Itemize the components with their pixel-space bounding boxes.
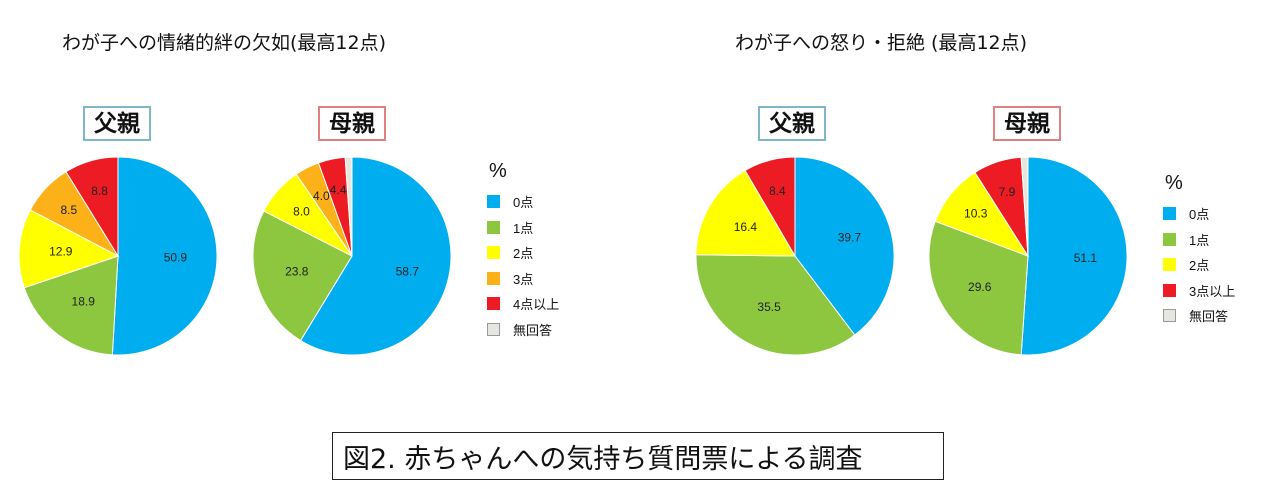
pie-data-label: 58.7 (396, 265, 420, 279)
figure-caption: 図2. 赤ちゃんへの気持ち質問票による調査 (332, 432, 944, 480)
pie-slice (1020, 156, 1029, 257)
pie-chart-mother-anger: 51.1 29.6 10.3 7.9 (928, 156, 1128, 356)
legend-anger: % 0点 1点 2点 3点以上無回答 (1163, 172, 1235, 329)
legend-label: 1点 (513, 220, 534, 236)
pie-slice (928, 220, 1029, 356)
pie-data-label: 39.7 (838, 231, 862, 245)
section-title-bond: わが子への情緒的絆の欠如(最高12点) (62, 32, 387, 54)
legend-item: 3点以上 (1163, 278, 1235, 304)
legend-label: 2点 (1189, 258, 1210, 274)
legend-item: 0点 (1163, 201, 1235, 227)
legend-label: 無回答 (1189, 309, 1229, 325)
legend-unit: % (489, 160, 507, 182)
legend-unit: % (1165, 172, 1183, 194)
legend-item: 2点 (487, 240, 559, 266)
legend-swatch (1163, 232, 1176, 246)
pie-slice (23, 255, 119, 356)
pie-slice (1020, 156, 1128, 356)
pie-data-label: 12.9 (49, 245, 73, 259)
pie-data-label: 10.3 (964, 207, 988, 221)
pie-slice (744, 156, 796, 258)
pie-slice (65, 156, 119, 258)
legend-swatch (487, 322, 500, 336)
legend-item: 1点 (1163, 227, 1235, 253)
legend-swatch (487, 195, 500, 209)
pie-slice (344, 156, 353, 257)
legend-label: 3点 (513, 271, 534, 287)
legend-swatch (1163, 309, 1176, 323)
pie-slice (794, 156, 895, 336)
pie-data-label: 4.0 (313, 189, 330, 203)
section-title-anger: わが子への怒り・拒絶 (最高12点) (735, 32, 1028, 54)
pie-slice (111, 156, 218, 356)
legend-item: 無回答 (487, 317, 559, 343)
legend-label: 無回答 (513, 322, 553, 338)
pie-data-label: 4.4 (330, 183, 347, 197)
legend-label: 0点 (513, 195, 534, 211)
pie-data-label: 8.0 (293, 205, 310, 219)
legend-label: 1点 (1189, 232, 1210, 248)
legend-item: 0点 (487, 189, 559, 215)
legend-swatch (1163, 207, 1176, 221)
pie-data-label: 51.1 (1074, 251, 1098, 265)
pie-slice (695, 254, 856, 356)
legend-item: 3点 (487, 266, 559, 292)
pie-slice (299, 156, 452, 356)
pie-label-father-bond: 父親 (83, 106, 151, 141)
pie-chart-father-anger: 39.7 35.5 16.4 8.4 (695, 156, 895, 356)
legend-label: 4点以上 (513, 297, 560, 313)
legend-item: 4点以上 (487, 291, 559, 317)
pie-data-label: 7.9 (999, 185, 1016, 199)
legend-label: 2点 (513, 246, 534, 262)
legend-swatch (487, 297, 500, 311)
legend-item: 1点 (487, 215, 559, 241)
legend-swatch (487, 220, 500, 234)
legend-swatch (487, 246, 500, 260)
legend-label: 0点 (1189, 207, 1210, 223)
pie-slice (695, 169, 796, 257)
pie-slice (18, 209, 120, 289)
pie-chart-father-bond: 50.9 18.9 12.9 8.5 8.8 (18, 156, 218, 356)
legend-item: 無回答 (1163, 303, 1235, 329)
legend-bond: % 0点 1点 2点 3点 4点以上無回答 (487, 160, 559, 342)
pie-data-label: 50.9 (164, 251, 188, 265)
pie-data-label: 8.8 (91, 184, 108, 198)
legend-swatch (487, 271, 500, 285)
pie-label-father-anger: 父親 (758, 106, 826, 141)
legend-swatch (1163, 258, 1176, 272)
pie-data-label: 23.8 (285, 265, 309, 279)
pie-data-label: 16.4 (734, 220, 758, 234)
pie-data-label: 8.4 (769, 184, 786, 198)
legend-item: 2点 (1163, 252, 1235, 278)
pie-data-label: 18.9 (72, 295, 96, 309)
pie-label-mother-bond: 母親 (318, 106, 386, 141)
legend-label: 3点以上 (1189, 283, 1236, 299)
pie-label-mother-anger: 母親 (993, 106, 1061, 141)
legend-swatch (1163, 283, 1176, 297)
pie-data-label: 35.5 (757, 300, 781, 314)
pie-data-label: 29.6 (968, 280, 992, 294)
pie-data-label: 8.5 (60, 203, 77, 217)
pie-chart-mother-bond: 58.7 23.8 8.04.0 4.4 (252, 156, 452, 356)
